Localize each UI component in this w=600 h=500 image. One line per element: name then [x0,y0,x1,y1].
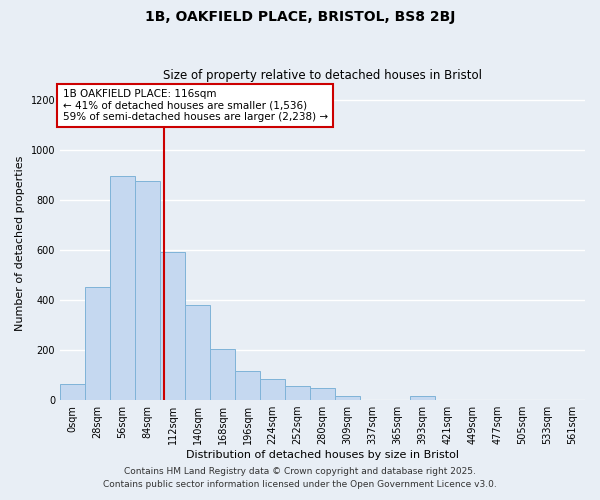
Text: 1B, OAKFIELD PLACE, BRISTOL, BS8 2BJ: 1B, OAKFIELD PLACE, BRISTOL, BS8 2BJ [145,10,455,24]
Bar [260,379,285,400]
Bar [210,349,235,400]
Bar [60,384,85,400]
Bar [410,396,435,400]
Bar [235,372,260,400]
Text: Contains HM Land Registry data © Crown copyright and database right 2025.
Contai: Contains HM Land Registry data © Crown c… [103,468,497,489]
Bar [110,176,135,400]
Bar [85,288,110,400]
Bar [185,305,210,400]
Bar [285,386,310,400]
Bar [310,388,335,400]
Y-axis label: Number of detached properties: Number of detached properties [15,156,25,332]
Bar [335,396,360,400]
Text: 1B OAKFIELD PLACE: 116sqm
← 41% of detached houses are smaller (1,536)
59% of se: 1B OAKFIELD PLACE: 116sqm ← 41% of detac… [62,89,328,122]
Bar [160,252,185,400]
Bar [135,181,160,400]
Title: Size of property relative to detached houses in Bristol: Size of property relative to detached ho… [163,69,482,82]
X-axis label: Distribution of detached houses by size in Bristol: Distribution of detached houses by size … [186,450,459,460]
